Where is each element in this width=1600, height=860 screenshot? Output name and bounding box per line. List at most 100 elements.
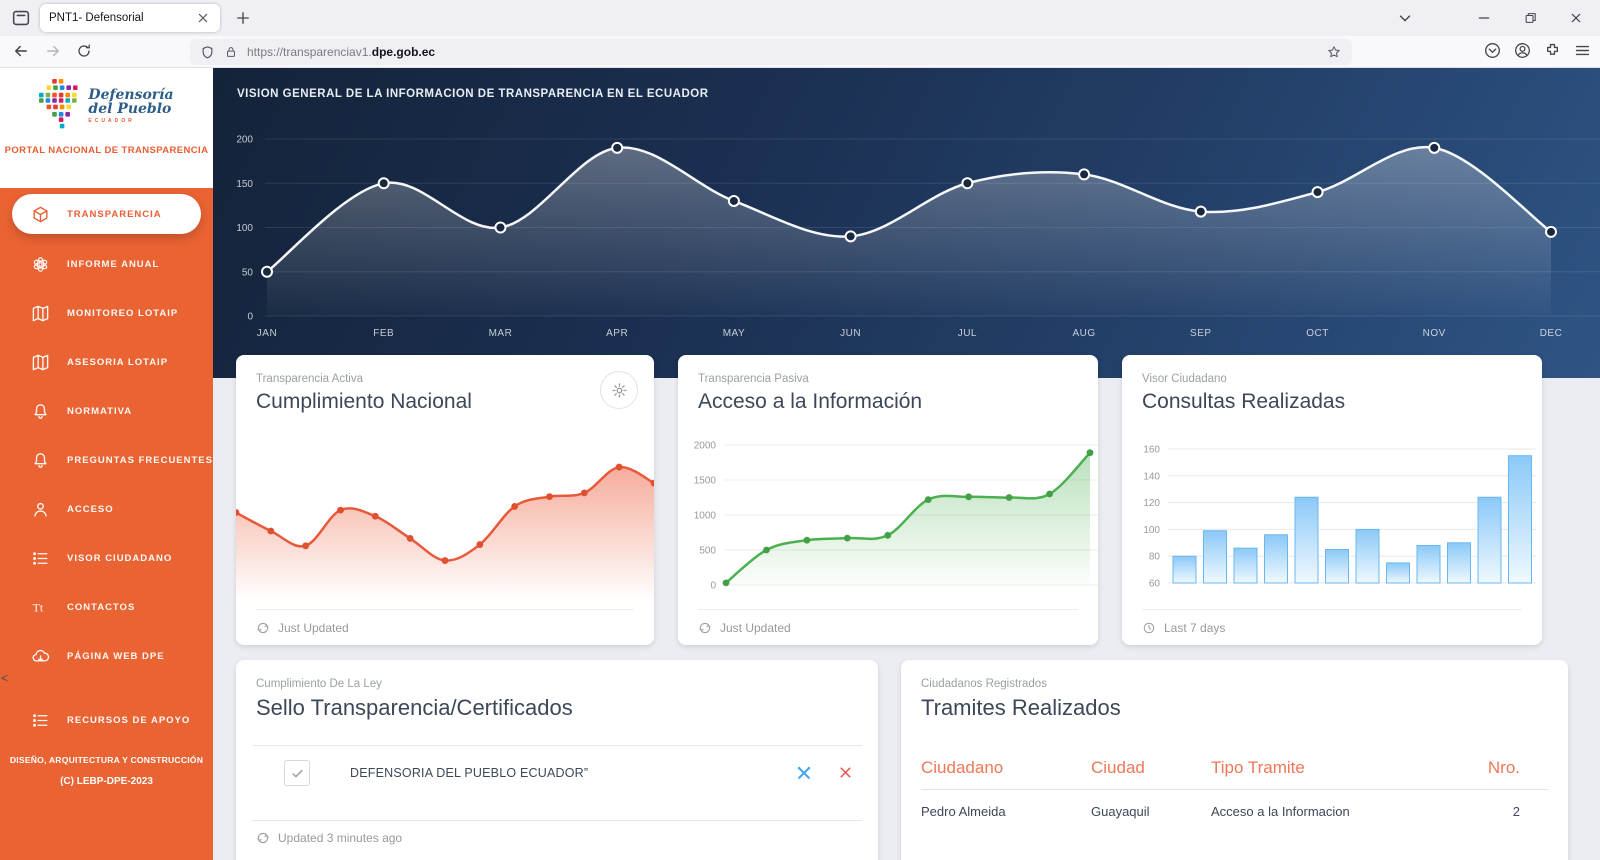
table-cell: Acceso a la Informacion <box>1211 804 1350 819</box>
card-settings-button[interactable] <box>600 371 638 409</box>
tab-list-chevron-icon[interactable] <box>1396 7 1414 29</box>
window-minimize-icon[interactable] <box>1476 7 1492 29</box>
column-header: Tipo Tramite <box>1211 758 1305 777</box>
card-footer-text: Just Updated <box>720 620 791 635</box>
sidebar-item-normativa[interactable]: NORMATIVA <box>0 387 213 436</box>
card-title: Cumplimiento Nacional <box>256 390 472 413</box>
sello-list: DEFENSORIA DEL PUEBLO ECUADOR” <box>252 745 862 820</box>
svg-text:0: 0 <box>247 312 253 323</box>
svg-text:100: 100 <box>1143 525 1160 536</box>
card-cumplimiento-nacional: Transparencia Activa Cumplimiento Nacion… <box>236 355 654 645</box>
svg-text:1000: 1000 <box>694 511 717 522</box>
column-header: Ciudadano <box>921 758 1004 777</box>
sidebar-item-label: PÁGINA WEB DPE <box>67 651 165 662</box>
svg-text:500: 500 <box>699 546 716 557</box>
card-category: Ciudadanos Registrados <box>921 678 1047 690</box>
person-icon <box>31 500 50 519</box>
sidebar-item-acceso[interactable]: ACCESO <box>0 485 213 534</box>
sidebar-item-preguntas-frecuentes[interactable]: PREGUNTAS FRECUENTES <box>0 436 213 485</box>
window-close-icon[interactable] <box>1568 7 1584 29</box>
delete-x-icon[interactable] <box>837 764 854 781</box>
toolbar-right-icons <box>1483 41 1592 60</box>
firefox-view-icon[interactable] <box>10 7 32 29</box>
bookmark-star-icon[interactable] <box>1326 44 1342 60</box>
list-icon <box>31 711 50 730</box>
textT-icon: Tt <box>31 598 50 617</box>
svg-text:JAN: JAN <box>257 328 277 339</box>
sidebar-item-label: VISOR CIUDADANO <box>67 553 173 564</box>
card-sello-transparencia: Cumplimiento De La Ley Sello Transparenc… <box>236 660 878 860</box>
svg-text:FEB: FEB <box>373 328 394 339</box>
reload-icon[interactable] <box>76 43 92 59</box>
cumplimiento-area-chart <box>236 463 654 601</box>
ecuador-mosaic-logo-icon <box>39 79 79 129</box>
sidebar-item-informe-anual[interactable]: INFORME ANUAL <box>0 240 213 289</box>
sidebar-menu: TRANSPARENCIA INFORME ANUAL MONITOREO LOTA… <box>0 188 213 745</box>
tab-close-icon[interactable] <box>195 10 211 26</box>
overview-line-chart: 200 150 100 50 0 JAN FEB MAR APR MAY JUN JUL AUG SEP O… <box>236 135 1600 339</box>
card-tramites-realizados: Ciudadanos Registrados Tramites Realizad… <box>901 660 1568 860</box>
check-icon <box>290 766 305 781</box>
new-tab-icon[interactable] <box>234 9 252 27</box>
sidebar-item-visor-ciudadano[interactable]: VISOR CIUDADANO <box>0 534 213 583</box>
consultas-bar-chart: 160 140 120 100 80 60 <box>1143 445 1536 590</box>
sidebar-item-label: ACCESO <box>67 504 114 515</box>
forward-icon[interactable] <box>44 42 62 60</box>
sidebar-item-contactos[interactable]: Tt CONTACTOS <box>0 583 213 632</box>
entry-label: DEFENSORIA DEL PUEBLO ECUADOR” <box>350 766 589 780</box>
account-icon[interactable] <box>1513 41 1532 60</box>
sidebar-item-pagina-web-dpe[interactable]: PÁGINA WEB DPE <box>0 632 213 681</box>
svg-text:140: 140 <box>1143 471 1160 482</box>
atom-icon <box>31 255 50 274</box>
back-icon[interactable] <box>12 42 30 60</box>
bell-icon <box>31 402 50 421</box>
brand-line2: del Pueblo <box>88 101 172 118</box>
sidebar-item-asesoria-lotaip[interactable]: ASESORIA LOTAIP <box>0 338 213 387</box>
cube-icon <box>31 205 50 224</box>
address-bar[interactable]: https://transparenciav1.dpe.gob.ec <box>190 39 1352 65</box>
pocket-icon[interactable] <box>1483 41 1502 60</box>
brand-logo[interactable]: Defensoría del Pueblo ECUADOR <box>0 79 213 133</box>
shield-icon[interactable] <box>200 45 215 60</box>
sidebar-footer: DISEÑO, ARQUITECTURA Y CONSTRUCCIÓN (C) … <box>0 755 213 787</box>
table-cell: 2 <box>1512 804 1520 819</box>
sidebar-collapse-arrow[interactable]: < <box>1 671 9 685</box>
sidebar-item-transparencia[interactable]: TRANSPARENCIA <box>12 194 201 234</box>
menu-hamburger-icon[interactable] <box>1573 41 1592 60</box>
table-row[interactable]: Pedro Almeida Guayaquil Acceso a la Inform… <box>921 789 1548 833</box>
map-icon <box>31 304 50 323</box>
list-icon <box>31 549 50 568</box>
card-consultas-realizadas: Visor Ciudadano Consultas Realizadas 160… <box>1122 355 1542 645</box>
card-footer: Just Updated <box>698 609 1078 645</box>
refresh-icon <box>256 831 270 845</box>
window-restore-icon[interactable] <box>1523 7 1538 29</box>
table-body: Pedro Almeida Guayaquil Acceso a la Inform… <box>921 789 1548 833</box>
card-acceso-informacion: Transparencia Pasiva Acceso a la Informa… <box>678 355 1098 645</box>
tramites-table: Ciudadano Ciudad Tipo Tramite Nro. Pedro… <box>921 747 1548 833</box>
overview-section: VISION GENERAL DE LA INFORMACION DE TRAN… <box>213 68 1600 378</box>
edit-tools-icon[interactable] <box>795 764 813 782</box>
sidebar-item-monitoreo-lotaip[interactable]: MONITOREO LOTAIP <box>0 289 213 338</box>
entry-checkbox[interactable] <box>284 760 310 786</box>
main-content: VISION GENERAL DE LA INFORMACION DE TRAN… <box>213 68 1600 860</box>
sidebar-item-label: MONITOREO LOTAIP <box>67 308 179 319</box>
portal-title: PORTAL NACIONAL DE TRANSPARENCIA <box>4 145 209 156</box>
card-category: Transparencia Pasiva <box>698 373 809 385</box>
card-title: Tramites Realizados <box>921 695 1121 720</box>
sidebar-footer-line1: DISEÑO, ARQUITECTURA Y CONSTRUCCIÓN <box>9 755 204 765</box>
lock-icon[interactable] <box>224 45 238 59</box>
svg-text:OCT: OCT <box>1306 328 1329 339</box>
svg-text:60: 60 <box>1149 579 1161 590</box>
tab-title: PNT1- Defensorial <box>49 12 144 24</box>
svg-text:MAY: MAY <box>723 328 745 339</box>
sidebar-item-label: PREGUNTAS FRECUENTES <box>67 455 213 466</box>
overview-title: VISION GENERAL DE LA INFORMACION DE TRAN… <box>237 88 709 100</box>
sidebar-item-label: INFORME ANUAL <box>67 259 160 270</box>
sidebar-item-recursos-de-apoyo[interactable]: RECURSOS DE APOYO <box>0 696 213 745</box>
extensions-icon[interactable] <box>1543 41 1562 60</box>
svg-text:150: 150 <box>236 179 253 190</box>
browser-tab[interactable]: PNT1- Defensorial <box>40 4 220 32</box>
map-icon <box>31 353 50 372</box>
card-title: Sello Transparencia/Certificados <box>256 695 573 720</box>
card-category: Cumplimiento De La Ley <box>256 678 382 690</box>
